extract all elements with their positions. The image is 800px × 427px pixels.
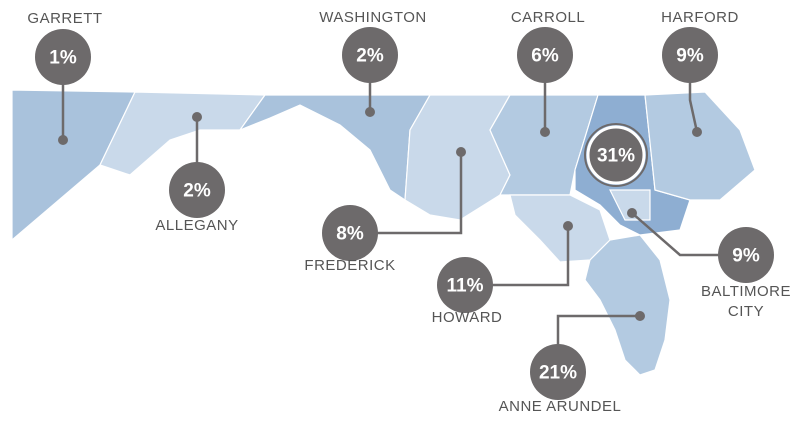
value-bubble	[718, 227, 774, 283]
leader-line	[465, 226, 570, 287]
county-frederick	[404, 94, 512, 221]
county-anne-arundel	[584, 234, 671, 376]
value-bubble	[35, 29, 91, 85]
leader-dot	[563, 221, 573, 231]
county-name: WASHINGTON	[319, 9, 427, 26]
leader-dot	[627, 208, 637, 218]
value-bubble	[169, 162, 225, 218]
county-washington	[238, 94, 432, 202]
value-label: 1%	[49, 48, 77, 69]
county-name: ANNE ARUNDEL	[498, 398, 622, 415]
county-name: HARFORD	[661, 9, 739, 26]
value-bubble	[586, 125, 646, 185]
value-label: 9%	[732, 246, 760, 267]
callouts: 1% 2% 6% 9% 2% 31% 8% 11% 9% 21%	[35, 27, 774, 400]
value-bubble	[517, 27, 573, 83]
leader-dot	[540, 127, 550, 137]
value-label: 9%	[676, 46, 704, 67]
county-name: CARROLL	[510, 9, 586, 26]
county-name: ALLEGANY	[155, 217, 239, 234]
value-bubble	[437, 257, 493, 313]
value-label: 21%	[539, 363, 577, 384]
value-label: 2%	[183, 181, 211, 202]
county-name: FREDERICK	[304, 257, 396, 274]
leader-dot	[365, 107, 375, 117]
value-label: 11%	[447, 276, 484, 297]
value-bubble	[530, 344, 586, 400]
value-bubble	[342, 27, 398, 83]
value-bubble	[662, 27, 718, 83]
leader-dot	[456, 147, 466, 157]
value-bubble	[322, 205, 378, 261]
value-label: 6%	[531, 46, 559, 67]
county-name: GARRETT	[27, 10, 103, 27]
value-label: 8%	[336, 224, 364, 245]
county-harford	[644, 91, 756, 201]
county-name: HOWARD	[431, 309, 503, 326]
counties	[11, 89, 756, 376]
county-howard	[509, 194, 611, 263]
leader-dot	[58, 135, 68, 145]
value-label: 2%	[356, 46, 384, 67]
value-label: 31%	[597, 146, 635, 167]
leader-dot	[192, 112, 202, 122]
county-name: BALTIMORE CITY	[700, 283, 792, 320]
leader-dot	[692, 127, 702, 137]
county-baltimore-city	[609, 189, 651, 221]
leader-line	[350, 152, 463, 235]
leader-dot	[635, 311, 645, 321]
bubble-ring	[584, 123, 648, 187]
